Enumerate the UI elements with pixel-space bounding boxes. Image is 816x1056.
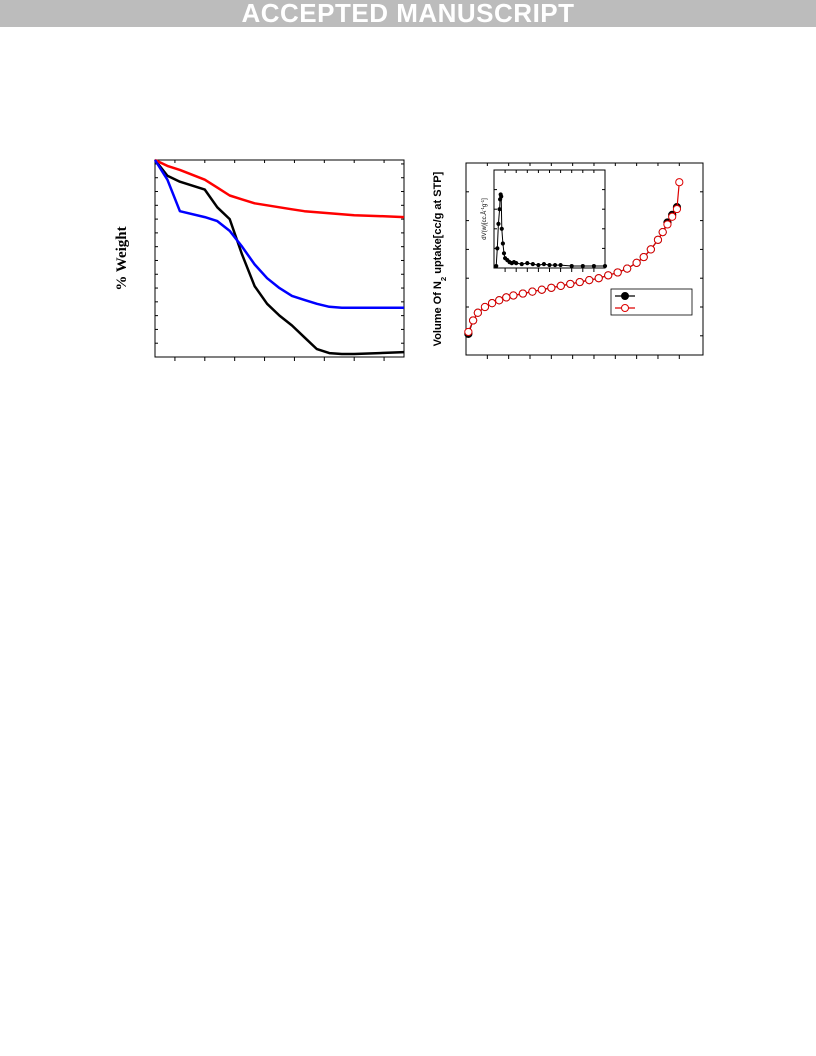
data-point (668, 212, 677, 221)
data-point (537, 285, 546, 294)
data-point (500, 241, 505, 246)
data-point (658, 228, 667, 237)
data-point (547, 262, 552, 268)
banner: ACCEPTED MANUSCRIPT (0, 0, 816, 27)
y-axis-label: Volume Of N2 uptake[cc/g at STP] (432, 171, 448, 346)
data-point (602, 263, 608, 269)
legend-marker (621, 304, 629, 312)
y-axis-label-part: Volume Of N (432, 281, 444, 346)
y-axis-label: % Weight (114, 226, 130, 290)
data-point (530, 261, 535, 267)
axis-frame (154, 159, 405, 358)
y-axis-label: dV(w)[cc.Å-1g-1] (480, 198, 489, 240)
data-point (672, 204, 682, 214)
y-axis-label-part: uptake[cc/g at STP] (432, 171, 444, 276)
y-axis-label-part: ] (482, 198, 488, 200)
data-point (569, 263, 574, 269)
data-point (591, 263, 597, 269)
data-point (663, 220, 672, 229)
data-point (469, 316, 478, 325)
series-line (154, 159, 405, 356)
y-axis-label-part: g (482, 204, 488, 207)
data-point (646, 245, 655, 254)
data-point (552, 262, 558, 268)
data-point (675, 178, 684, 187)
data-point (509, 291, 518, 300)
data-point (495, 296, 504, 305)
data-point (528, 287, 537, 296)
data-point (632, 258, 641, 267)
series-line (154, 158, 405, 219)
data-point (497, 207, 502, 212)
data-point (473, 308, 482, 317)
y-axis-label-part: -1 (480, 206, 485, 210)
data-point (525, 261, 530, 266)
y-axis-label-part: % Weight (114, 226, 130, 290)
data-point (594, 274, 603, 283)
data-point (519, 261, 524, 267)
data-point (556, 281, 565, 290)
data-point (547, 283, 556, 292)
data-point (464, 327, 473, 337)
data-point (623, 264, 632, 273)
data-point (499, 226, 504, 231)
axis-frame (465, 162, 704, 356)
data-point (541, 261, 547, 267)
series-line (153, 159, 404, 310)
axis-frame (493, 169, 606, 269)
data-point (494, 263, 499, 269)
data-point (499, 194, 504, 199)
data-point (639, 252, 648, 262)
data-point (501, 251, 507, 256)
data-point (487, 299, 497, 308)
data-point (502, 293, 511, 302)
y-axis-label-part: dV(w)[cc.Å (481, 211, 488, 240)
data-point (580, 263, 585, 269)
series-line (495, 194, 605, 267)
data-point (585, 276, 594, 285)
legend-marker (621, 292, 629, 300)
data-point (536, 262, 541, 268)
data-point (653, 235, 663, 244)
data-point (575, 277, 584, 287)
data-point (480, 302, 490, 312)
y-axis-label-part: 2 (439, 277, 448, 281)
data-point (558, 262, 563, 268)
data-point (613, 268, 622, 277)
data-point (495, 246, 500, 251)
data-point (566, 279, 575, 289)
data-point (496, 221, 501, 226)
y-axis-label-part: -1 (480, 199, 485, 203)
data-point (514, 261, 519, 266)
data-point (604, 271, 613, 280)
data-point (518, 289, 527, 298)
